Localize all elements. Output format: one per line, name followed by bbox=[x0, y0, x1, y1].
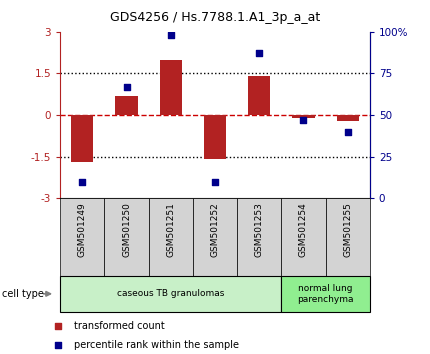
Bar bbox=[337, 115, 359, 121]
Bar bbox=[160, 59, 182, 115]
Text: percentile rank within the sample: percentile rank within the sample bbox=[74, 341, 239, 350]
Bar bbox=[204, 115, 226, 159]
Bar bbox=[104, 198, 149, 276]
Bar bbox=[60, 276, 281, 312]
Text: caseous TB granulomas: caseous TB granulomas bbox=[117, 289, 224, 298]
Bar bbox=[149, 198, 193, 276]
Bar bbox=[60, 198, 104, 276]
Point bbox=[300, 117, 307, 123]
Bar bbox=[326, 198, 370, 276]
Text: GSM501250: GSM501250 bbox=[122, 202, 131, 257]
Text: GSM501251: GSM501251 bbox=[166, 202, 175, 257]
Bar bbox=[248, 76, 270, 115]
Bar bbox=[237, 198, 281, 276]
Text: GSM501249: GSM501249 bbox=[78, 202, 87, 257]
Text: GSM501254: GSM501254 bbox=[299, 202, 308, 257]
Text: transformed count: transformed count bbox=[74, 321, 165, 331]
Bar bbox=[292, 115, 314, 118]
Text: GSM501253: GSM501253 bbox=[255, 202, 264, 257]
Bar bbox=[281, 198, 326, 276]
Point bbox=[55, 323, 61, 329]
Point bbox=[212, 179, 218, 184]
Text: cell type: cell type bbox=[2, 289, 44, 299]
Point bbox=[55, 343, 61, 348]
Text: GSM501255: GSM501255 bbox=[343, 202, 352, 257]
Point bbox=[344, 129, 351, 135]
Point bbox=[167, 32, 174, 38]
Bar bbox=[193, 198, 237, 276]
Bar bbox=[116, 96, 138, 115]
Bar bbox=[281, 276, 370, 312]
Point bbox=[79, 179, 86, 184]
Point bbox=[256, 51, 263, 56]
Text: GDS4256 / Hs.7788.1.A1_3p_a_at: GDS4256 / Hs.7788.1.A1_3p_a_at bbox=[110, 11, 320, 24]
Bar bbox=[71, 115, 93, 162]
Text: normal lung
parenchyma: normal lung parenchyma bbox=[297, 284, 354, 303]
Text: GSM501252: GSM501252 bbox=[211, 202, 219, 257]
Point bbox=[123, 84, 130, 90]
